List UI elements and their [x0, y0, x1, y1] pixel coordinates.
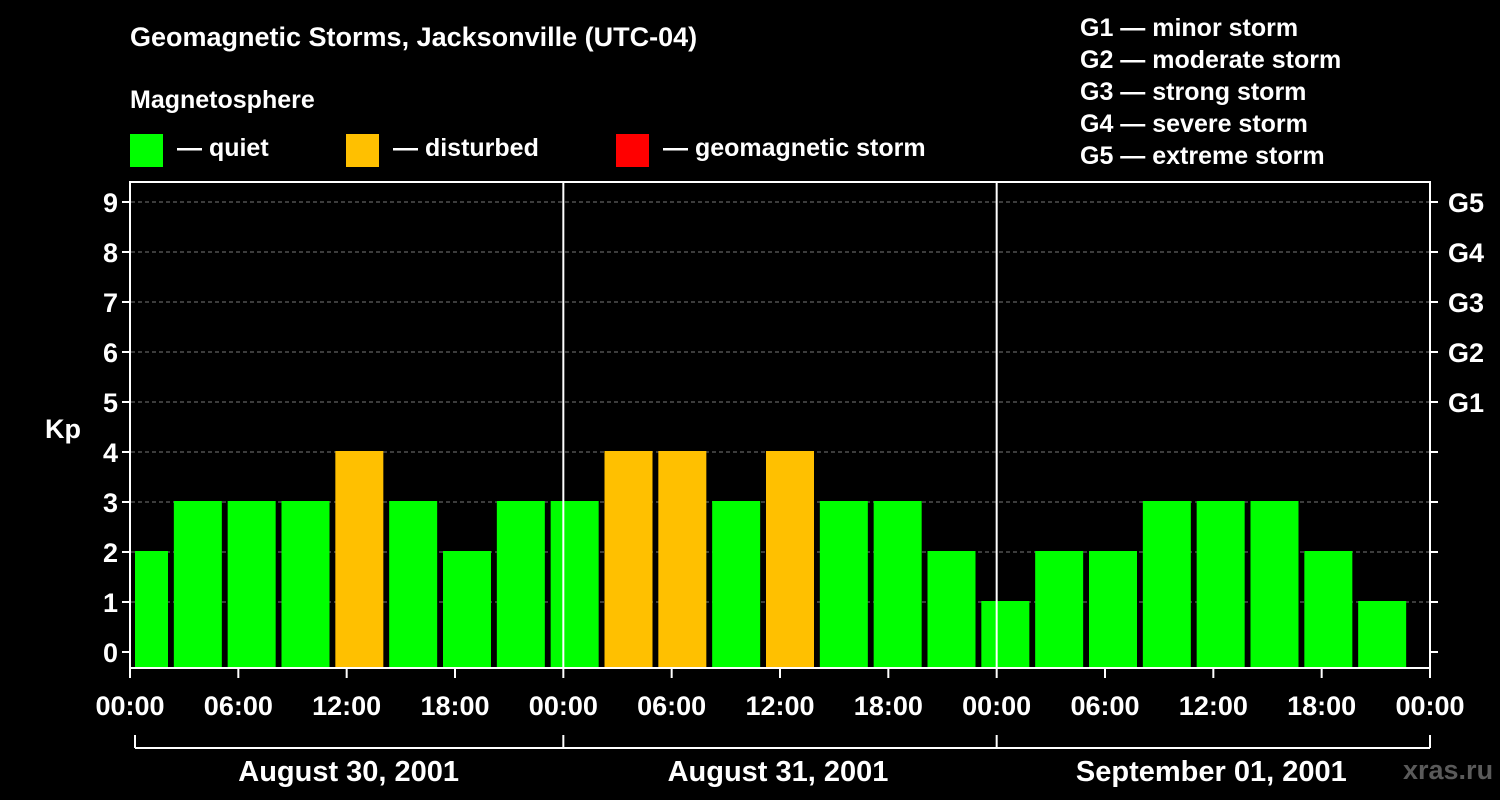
x-tick-label: 06:00 — [637, 691, 706, 721]
storm-level-tick-label: G2 — [1448, 338, 1484, 368]
kp-bar — [1250, 501, 1299, 668]
kp-bar — [443, 551, 491, 668]
x-tick-label: 00:00 — [529, 691, 598, 721]
legend-disturbed-swatch — [346, 134, 379, 167]
y-tick-label: 8 — [103, 238, 118, 268]
x-tick-label: 18:00 — [854, 691, 923, 721]
kp-bar — [281, 501, 330, 668]
x-tick-label: 12:00 — [312, 691, 381, 721]
kp-bar — [1196, 501, 1245, 668]
y-tick-label: 5 — [103, 388, 118, 418]
x-tick-label: 06:00 — [204, 691, 273, 721]
day-label: August 30, 2001 — [238, 756, 459, 788]
kp-bar — [712, 501, 761, 668]
y-axis-label: Kp — [45, 414, 81, 444]
y-tick-label: 1 — [103, 588, 118, 618]
y-tick-label: 9 — [103, 188, 118, 218]
legend-storm-swatch — [616, 134, 649, 167]
storm-level-g5: G5 — extreme storm — [1080, 142, 1325, 170]
watermark: xras.ru — [1403, 755, 1494, 785]
day-label: September 01, 2001 — [1076, 756, 1347, 788]
storm-level-g3: G3 — strong storm — [1080, 78, 1307, 106]
kp-bar — [389, 501, 438, 668]
y-tick-label: 4 — [103, 438, 118, 468]
kp-bar — [550, 501, 599, 668]
storm-level-tick-label: G4 — [1448, 238, 1484, 268]
kp-bar — [927, 551, 976, 668]
storm-level-tick-label: G5 — [1448, 188, 1484, 218]
legend-storm-label: — geomagnetic storm — [663, 134, 926, 162]
y-tick-label: 7 — [103, 288, 118, 318]
y-tick-label: 6 — [103, 338, 118, 368]
kp-bar — [1089, 551, 1137, 668]
kp-bar — [658, 451, 707, 668]
kp-bar — [1035, 551, 1084, 668]
x-tick-label: 00:00 — [962, 691, 1031, 721]
x-tick-label: 18:00 — [1287, 691, 1356, 721]
kp-bar — [173, 501, 222, 668]
x-tick-label: 12:00 — [1179, 691, 1248, 721]
kp-bar — [227, 501, 276, 668]
y-tick-label: 2 — [103, 538, 118, 568]
magnetosphere-heading: Magnetosphere — [130, 86, 315, 114]
kp-bar — [1358, 601, 1407, 668]
x-tick-label: 00:00 — [95, 691, 164, 721]
kp-bar — [873, 501, 922, 668]
storm-level-tick-label: G3 — [1448, 288, 1484, 318]
storm-level-g2: G2 — moderate storm — [1080, 46, 1342, 74]
storm-level-tick-label: G1 — [1448, 388, 1484, 418]
day-label: August 31, 2001 — [668, 756, 889, 788]
kp-bar — [604, 451, 653, 668]
chart-title: Geomagnetic Storms, Jacksonville (UTC-04… — [130, 22, 698, 52]
kp-bar — [1304, 551, 1353, 668]
legend-quiet-label: — quiet — [177, 134, 269, 162]
x-tick-label: 12:00 — [745, 691, 814, 721]
kp-bar — [981, 601, 1030, 668]
storm-level-g1: G1 — minor storm — [1080, 14, 1299, 42]
storm-level-legend: G1 — minor storm G2 — moderate storm G3 … — [1080, 12, 1341, 172]
kp-bar — [496, 501, 545, 668]
kp-bar — [1142, 501, 1191, 668]
kp-bar — [335, 451, 384, 668]
storm-level-g4: G4 — severe storm — [1080, 110, 1308, 138]
kp-bar — [766, 451, 814, 668]
x-tick-label: 06:00 — [1070, 691, 1139, 721]
x-tick-label: 18:00 — [420, 691, 489, 721]
kp-bar — [819, 501, 868, 668]
x-tick-label: 00:00 — [1395, 691, 1464, 721]
y-tick-label: 3 — [103, 488, 118, 518]
kp-bar — [135, 551, 168, 668]
legend-disturbed-label: — disturbed — [393, 134, 539, 162]
legend-quiet-swatch — [130, 134, 163, 167]
y-tick-label: 0 — [103, 638, 118, 668]
